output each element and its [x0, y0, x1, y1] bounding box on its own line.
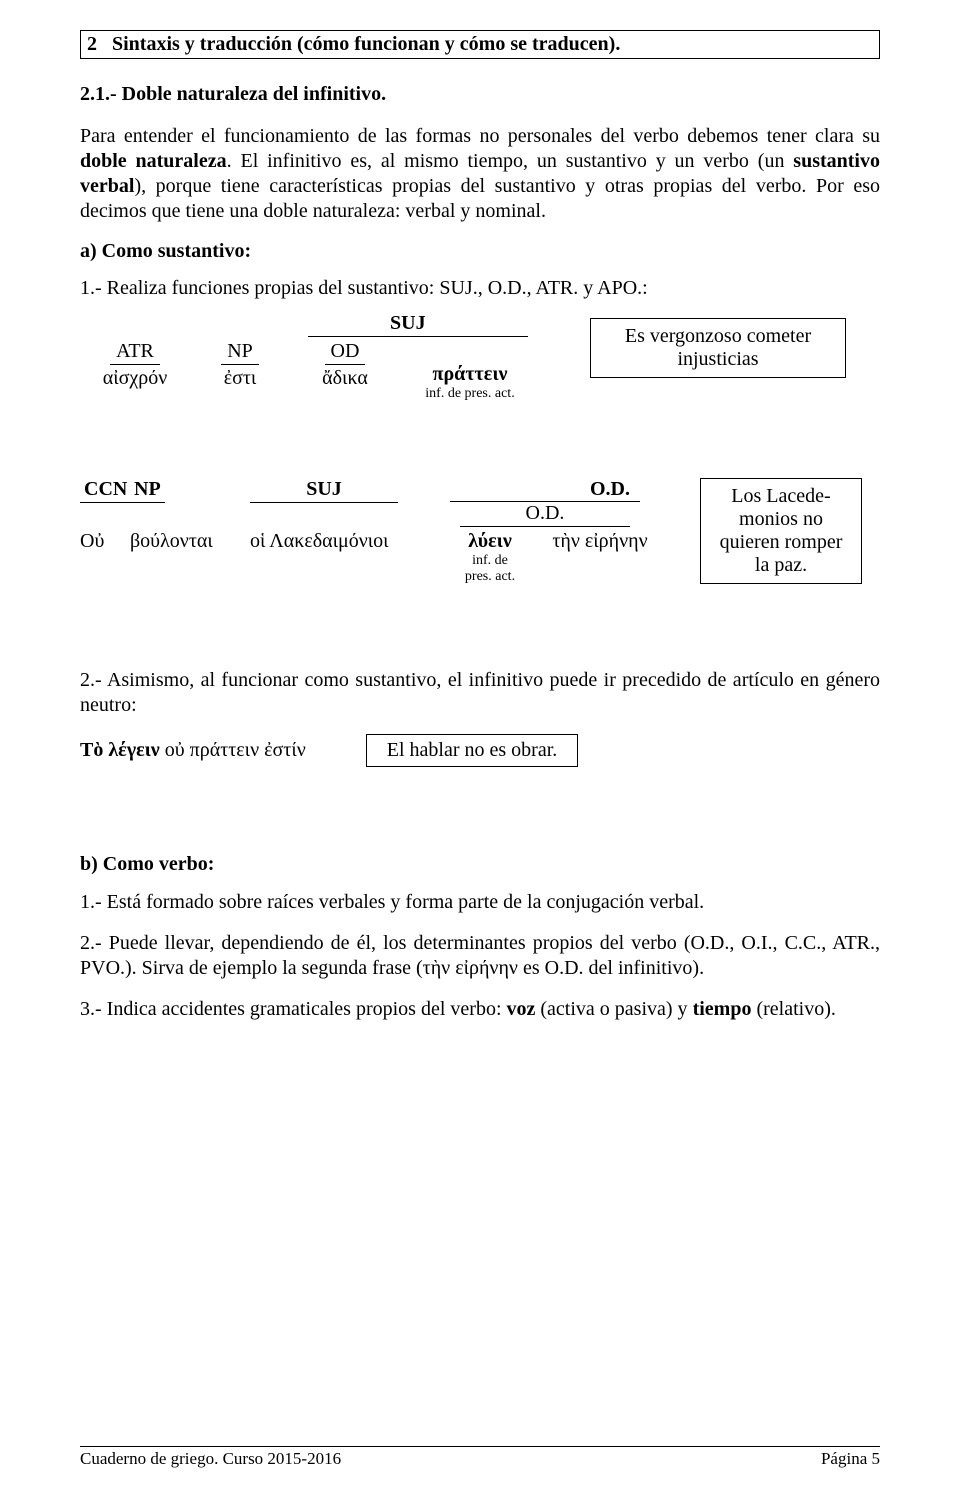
point-b3: 3.- Indica accidentes gramaticales propi…: [80, 997, 880, 1022]
b3-pre: 3.- Indica accidentes gramaticales propi…: [80, 998, 507, 1020]
heading-2-1: 2.1.- Doble naturaleza del infinitivo.: [80, 83, 880, 106]
ex2-ccn-label: CCN: [80, 478, 131, 503]
ex2-inf-greek: λύειν: [468, 530, 512, 553]
footer-left: Cuaderno de griego. Curso 2015-2016: [80, 1449, 341, 1469]
paragraph-intro: Para entender el funcionamiento de las f…: [80, 124, 880, 224]
para1-part2: . El infinitivo es, al mismo tiempo, un …: [227, 150, 794, 172]
section-title-box: 2 Sintaxis y traducción (cómo funcionan …: [80, 30, 880, 59]
section-number: 2: [87, 33, 97, 55]
spacer: [80, 807, 880, 837]
example-2-diagram: CCN NP SUJ O.D. O.D. Οὐ βούλονται οἱ Λακ…: [80, 478, 700, 608]
ex1-od-label: OD: [325, 340, 366, 365]
ex3-greek: Τὸ λέγειν οὐ πράττειν ἐστίν: [80, 739, 306, 762]
ex3-greek-bold: Τὸ λέγειν: [80, 739, 160, 761]
ex2-suj-wrap: SUJ: [250, 478, 450, 527]
heading-a: a) Como sustantivo:: [80, 240, 880, 263]
ex2-np-wrap: NP: [130, 478, 250, 527]
ex2-ccn-wrap: CCN: [80, 478, 130, 527]
point-b1: 1.- Está formado sobre raíces verbales y…: [80, 890, 880, 915]
ex1-col-atr: ATR αἰσχρόν: [80, 340, 190, 402]
footer-right: Página 5: [821, 1449, 880, 1469]
para1-part3: ), porque tiene características propias …: [80, 175, 880, 222]
ex3-greek-rest: οὐ πράττειν ἐστίν: [160, 739, 306, 761]
ex2-od-greek: τὴν εἰρήνην: [530, 530, 670, 585]
ex2-suj-greek: οἱ Λακεδαιμόνιοι: [250, 530, 450, 585]
ex2-greek-row: Οὐ βούλονται οἱ Λακεδαιμόνιοι λύειν inf.…: [80, 530, 670, 585]
ex1-col-np: NP ἐστι: [190, 340, 290, 402]
ex1-translation-box: Es vergonzoso cometer injusticias: [590, 318, 846, 378]
ex2-labels: CCN NP SUJ O.D. O.D.: [80, 478, 700, 527]
ex2-od-wrap: O.D. O.D.: [450, 478, 640, 527]
ex1-inf-greek: πράττειν: [433, 361, 508, 386]
example-2: CCN NP SUJ O.D. O.D. Οὐ βούλονται οἱ Λακ…: [80, 478, 880, 608]
point-b2: 2.- Puede llevar, dependiendo de él, los…: [80, 931, 880, 981]
ex1-od-greek: ἄδικα: [322, 365, 368, 390]
b3-b2: tiempo: [693, 998, 752, 1020]
ex1-inf-note: inf. de pres. act.: [425, 386, 514, 402]
example-3: Τὸ λέγειν οὐ πράττειν ἐστίν El hablar no…: [80, 734, 880, 767]
ex2-np-label: NP: [130, 478, 165, 503]
page-footer: Cuaderno de griego. Curso 2015-2016 Pági…: [80, 1446, 880, 1469]
ex1-np-greek: ἐστι: [224, 365, 257, 390]
ex2-translation-box: Los Lacede-monios no quieren romper la p…: [700, 478, 862, 584]
ex1-atr-greek: αἰσχρόν: [103, 365, 168, 390]
b3-b1: voz: [507, 998, 536, 1020]
heading-b: b) Como verbo:: [80, 853, 880, 876]
point-a1: 1.- Realiza funciones propias del sustan…: [80, 277, 880, 300]
ex1-atr-label: ATR: [110, 340, 160, 365]
page: 2 Sintaxis y traducción (cómo funcionan …: [0, 0, 960, 1489]
section-title-bold: Sintaxis y traducción (cómo funcionan y …: [102, 33, 620, 55]
ex1-suj-line: [308, 336, 528, 337]
ex2-od-outer: O.D.: [450, 478, 640, 502]
b3-mid1: (activa o pasiva) y: [535, 998, 692, 1020]
ex2-inf-note: inf. de pres. act.: [462, 553, 518, 585]
para1-part1: Para entender el funcionamiento de las f…: [80, 125, 880, 147]
ex1-suj-label: SUJ: [390, 312, 426, 335]
ex2-od-inner: O.D.: [460, 502, 630, 527]
ex1-row: ATR αἰσχρόν NP ἐστι OD ἄδικα πράττειν in…: [80, 340, 540, 402]
ex1-col-od: OD ἄδικα: [290, 340, 400, 402]
ex2-suj-label: SUJ: [250, 478, 398, 503]
ex2-ccn-greek: Οὐ: [80, 530, 130, 585]
ex1-col-inf: πράττειν inf. de pres. act.: [400, 340, 540, 402]
example-1: SUJ ATR αἰσχρόν NP ἐστι OD ἄδικα πράττει…: [80, 318, 880, 428]
ex3-translation-box: El hablar no es obrar.: [366, 734, 579, 767]
b3-mid2: (relativo).: [751, 998, 835, 1020]
ex2-inf-col: λύειν inf. de pres. act.: [450, 530, 530, 585]
point-a2: 2.- Asimismo, al funcionar como sustanti…: [80, 668, 880, 718]
ex2-np-greek: βούλονται: [130, 530, 250, 585]
ex1-np-label: NP: [221, 340, 259, 365]
para1-bold: doble naturaleza: [80, 150, 227, 172]
